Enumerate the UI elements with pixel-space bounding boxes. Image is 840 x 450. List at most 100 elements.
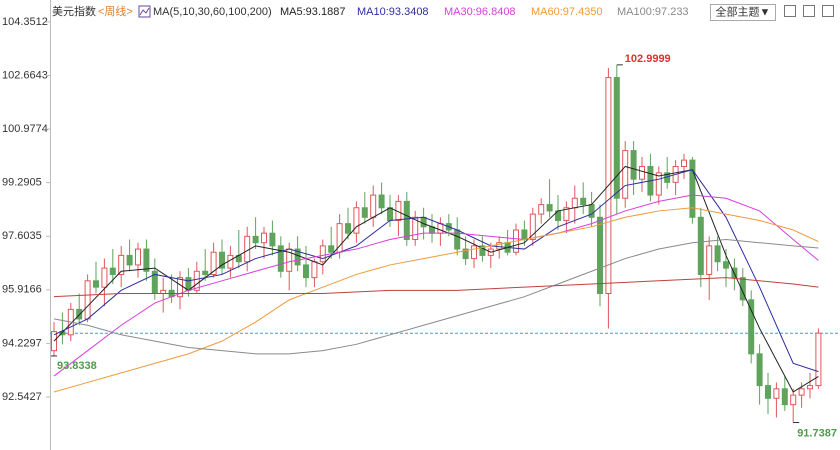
candle-body — [765, 385, 771, 399]
min-label: 91.7387 — [797, 427, 837, 439]
candle-body — [588, 204, 595, 218]
indicator-icon-line — [139, 7, 150, 16]
candle-body — [118, 254, 125, 275]
candle-body — [252, 235, 259, 244]
candle-body — [126, 254, 133, 266]
candle-body — [748, 299, 755, 355]
candle-body — [655, 172, 662, 196]
candle-body — [420, 216, 427, 228]
candle-body — [529, 213, 536, 241]
candle-body — [193, 270, 200, 291]
candle-body — [496, 242, 503, 250]
legend-entry: MA100:97.233 — [617, 6, 689, 18]
candle-body — [706, 245, 713, 275]
candle-body — [807, 385, 813, 390]
candle-body — [109, 267, 116, 275]
candle-body — [59, 331, 66, 336]
candle-body — [622, 150, 629, 199]
y-tick-label: 104.3512 — [2, 16, 48, 28]
legend-entry: MA60:97.4350 — [531, 6, 603, 18]
candle-body — [143, 248, 150, 272]
theme-button[interactable] — [710, 4, 776, 21]
candle-body — [479, 245, 486, 256]
candle-body — [798, 388, 805, 396]
candle-body — [412, 216, 419, 241]
legend-entry: MA30:96.8408 — [444, 6, 516, 18]
legend-entry: MA5:93.1887 — [280, 6, 345, 18]
candle-body — [277, 245, 284, 272]
y-tick-label: 99.2905 — [2, 177, 42, 189]
candle-body — [471, 245, 477, 260]
chart-title: 美元指数 — [52, 4, 96, 18]
candle-body — [630, 150, 637, 180]
candle-body — [773, 388, 780, 399]
candle-body — [370, 194, 377, 218]
tool-icon[interactable] — [784, 5, 796, 17]
indicator-icon — [138, 5, 151, 18]
ma-line — [53, 277, 819, 298]
candle-body — [697, 216, 704, 275]
candle-body — [462, 248, 469, 260]
candle-body — [261, 232, 267, 244]
toolbar-icons — [784, 5, 834, 17]
y-tick-label: 94.2297 — [2, 337, 42, 349]
candle-body — [244, 235, 251, 263]
candle-body — [311, 261, 318, 279]
candle-body — [538, 204, 545, 215]
y-tick-label: 102.6643 — [2, 69, 48, 81]
candle-body — [790, 394, 797, 406]
candle-body — [714, 245, 721, 263]
candle-body — [613, 77, 620, 199]
candle-body — [345, 223, 351, 234]
candle-body — [437, 223, 444, 234]
chart-subtitle: <周线> — [98, 4, 133, 18]
candle-body — [597, 216, 603, 295]
candle-body — [361, 207, 368, 218]
ma-line — [53, 194, 819, 377]
candle-body — [756, 353, 763, 387]
candle-body — [571, 197, 578, 209]
y-tick-label: 97.6035 — [2, 230, 42, 242]
candle-body — [202, 270, 209, 275]
candle-body — [723, 261, 729, 269]
candle-body — [353, 207, 360, 234]
candle-body — [546, 204, 553, 212]
candle-body — [76, 308, 83, 320]
y-tick-label: 95.9166 — [2, 284, 42, 296]
y-tick-label: 92.5427 — [2, 391, 42, 403]
candle-body — [403, 200, 410, 241]
candle-body — [378, 194, 385, 209]
candle-body — [739, 277, 746, 301]
first-low-label: 93.8338 — [57, 360, 97, 372]
legend-entry: MA10:93.3408 — [357, 6, 429, 18]
candle-body — [303, 264, 309, 279]
candle-body — [328, 245, 335, 253]
candle-body — [177, 277, 183, 298]
candle-body — [219, 251, 225, 269]
candle-body — [319, 245, 326, 263]
candle-body — [781, 388, 788, 406]
candle-body — [521, 229, 528, 241]
candle-body — [563, 207, 570, 221]
theme-button-label[interactable]: 全部主题▼ — [716, 4, 771, 18]
indicator-label: MA(5,10,30,60,100,200) — [153, 6, 272, 18]
candle-body — [639, 165, 645, 180]
ma-line — [53, 165, 819, 393]
max-label: 102.9999 — [625, 53, 671, 65]
candle-body — [101, 267, 108, 288]
candle-body — [681, 159, 687, 167]
tool-icon[interactable] — [803, 5, 815, 17]
ma-line — [53, 169, 819, 373]
candle-body — [135, 248, 141, 266]
candle-body — [84, 280, 91, 320]
tool-icon[interactable] — [822, 5, 834, 17]
candle-body — [227, 254, 234, 269]
candle-body — [269, 232, 276, 247]
candle-body — [387, 207, 393, 221]
candle-body — [93, 280, 99, 288]
candle-body — [294, 248, 301, 266]
ma-line — [53, 239, 819, 355]
candle-body — [689, 159, 696, 218]
